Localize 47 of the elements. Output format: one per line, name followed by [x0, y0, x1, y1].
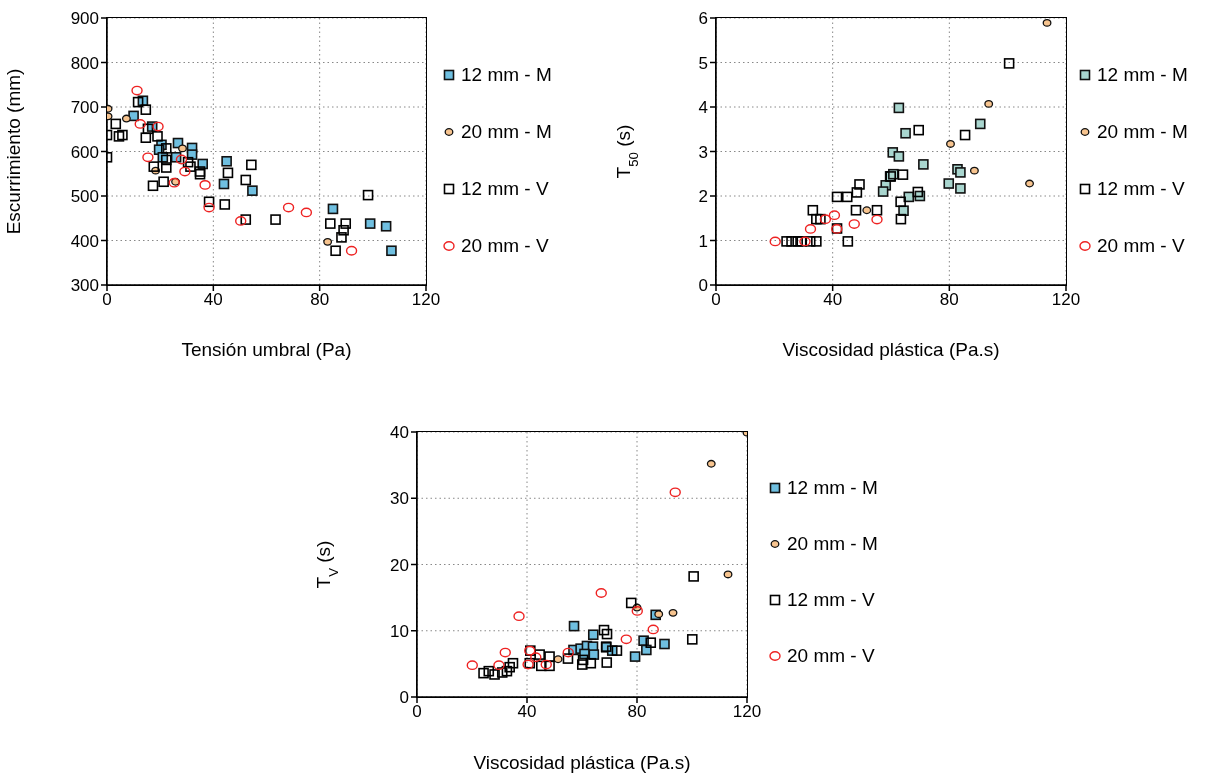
legend-label: 20 mm - M	[1097, 120, 1188, 143]
y-tick-label: 20	[390, 555, 409, 575]
x-tick-label: 80	[627, 702, 647, 722]
y-tick-label: 10	[390, 621, 409, 641]
legend-label: 20 mm - V	[787, 645, 875, 667]
legend-label: 12 mm - M	[787, 477, 878, 499]
y-tick-label: 300	[70, 276, 99, 296]
legend-label: 20 mm - V	[461, 234, 549, 257]
x-tick-label: 80	[939, 290, 959, 310]
y-tick-label: 1	[698, 231, 708, 251]
x-tick-label: 0	[711, 290, 721, 310]
y-tick-label: 5	[698, 53, 708, 73]
y-tick-label: 6	[698, 9, 708, 29]
x-tick-label: 120	[411, 290, 441, 310]
y-tick-label: 30	[390, 489, 409, 509]
y-tick-label: 500	[70, 187, 99, 207]
y-axis-title: Escurrimiento (mm)	[3, 68, 24, 235]
y-tick-label: 900	[70, 9, 99, 29]
y-tick-label: 700	[70, 98, 99, 118]
legend-label: 20 mm - M	[787, 533, 878, 555]
y-tick-label: 40	[390, 423, 409, 443]
x-axis-title: Viscosidad plástica (Pa.s)	[473, 752, 691, 773]
x-tick-label: 0	[412, 702, 422, 722]
x-tick-label: 40	[823, 290, 843, 310]
y-tick-label: 4	[698, 98, 708, 118]
x-tick-label: 40	[203, 290, 223, 310]
y-tick-label: 0	[399, 688, 409, 708]
x-tick-label: 120	[1051, 290, 1081, 310]
x-tick-label: 0	[102, 290, 112, 310]
x-tick-label: 80	[310, 290, 330, 310]
x-tick-label: 120	[732, 702, 762, 722]
y-tick-label: 2	[698, 187, 708, 207]
x-tick-label: 40	[517, 702, 537, 722]
y-tick-label: 800	[70, 53, 99, 73]
y-tick-label: 3	[698, 142, 708, 162]
legend-label: 12 mm - V	[787, 589, 875, 611]
y-tick-label: 400	[70, 231, 99, 251]
x-axis-title: Viscosidad plástica (Pa.s)	[782, 339, 1000, 360]
legend-label: 12 mm - V	[1097, 177, 1185, 200]
legend-label: 12 mm - V	[461, 177, 549, 200]
legend-label: 12 mm - M	[1097, 63, 1188, 86]
legend-label: 12 mm - M	[461, 63, 552, 86]
legend-label: 20 mm - M	[461, 120, 552, 143]
y-tick-label: 0	[698, 276, 708, 296]
legend-label: 20 mm - V	[1097, 234, 1185, 257]
y-tick-label: 600	[70, 142, 99, 162]
x-axis-title: Tensión umbral (Pa)	[181, 339, 352, 360]
